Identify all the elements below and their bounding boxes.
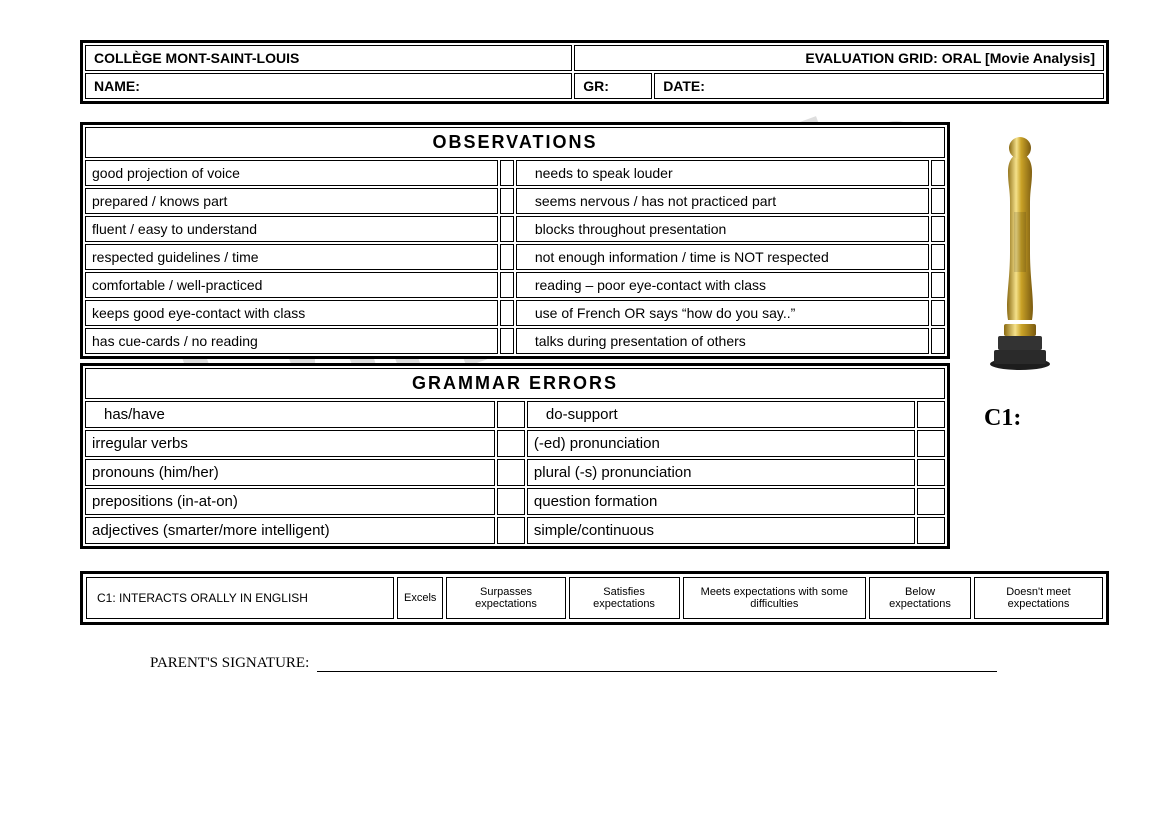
- observation-right: talks during presentation of others: [516, 328, 929, 354]
- observation-left-check[interactable]: [500, 328, 514, 354]
- signature-line[interactable]: PARENT'S SIGNATURE:: [150, 655, 1109, 672]
- side-panel: C1:: [980, 132, 1060, 432]
- observation-left-check[interactable]: [500, 244, 514, 270]
- rubric-level[interactable]: Surpasses expectations: [446, 577, 565, 619]
- grammar-row: adjectives (smarter/more intelligent) sim…: [85, 517, 945, 544]
- grammar-left: irregular verbs: [85, 430, 495, 457]
- observation-left-check[interactable]: [500, 300, 514, 326]
- observation-left: fluent / easy to understand: [85, 216, 498, 242]
- observation-right-check[interactable]: [931, 160, 945, 186]
- grammar-right-check[interactable]: [917, 459, 945, 486]
- observation-row: prepared / knows part seems nervous / has…: [85, 188, 945, 214]
- grammar-right-check[interactable]: [917, 401, 945, 428]
- observation-row: fluent / easy to understand blocks throug…: [85, 216, 945, 242]
- observation-left: respected guidelines / time: [85, 244, 498, 270]
- observation-left-check[interactable]: [500, 160, 514, 186]
- observations-table: OBSERVATIONS good projection of voice nee…: [80, 122, 950, 359]
- rubric-level[interactable]: Satisfies expectations: [569, 577, 680, 619]
- grid-title: EVALUATION GRID: ORAL [Movie Analysis]: [574, 45, 1104, 71]
- observation-right-check[interactable]: [931, 244, 945, 270]
- grammar-right-check[interactable]: [917, 488, 945, 515]
- observation-right: blocks throughout presentation: [516, 216, 929, 242]
- c1-label: C1:: [980, 405, 1060, 432]
- grammar-right-check[interactable]: [917, 517, 945, 544]
- observation-right: seems nervous / has not practiced part: [516, 188, 929, 214]
- grammar-row: has/have do-support: [85, 401, 945, 428]
- observation-left: keeps good eye-contact with class: [85, 300, 498, 326]
- oscar-statue-icon: [980, 132, 1060, 372]
- observation-right: reading – poor eye-contact with class: [516, 272, 929, 298]
- observation-row: has cue-cards / no reading talks during p…: [85, 328, 945, 354]
- observation-right-check[interactable]: [931, 188, 945, 214]
- rubric-label: C1: INTERACTS ORALLY IN ENGLISH: [86, 577, 394, 619]
- observation-left: has cue-cards / no reading: [85, 328, 498, 354]
- observation-right: use of French OR says “how do you say..”: [516, 300, 929, 326]
- grammar-row: irregular verbs (-ed) pronunciation: [85, 430, 945, 457]
- observation-left-check[interactable]: [500, 272, 514, 298]
- observation-left-check[interactable]: [500, 188, 514, 214]
- observation-left-check[interactable]: [500, 216, 514, 242]
- observation-left: comfortable / well-practiced: [85, 272, 498, 298]
- grammar-right: plural (-s) pronunciation: [527, 459, 915, 486]
- observation-right-check[interactable]: [931, 300, 945, 326]
- observation-right-check[interactable]: [931, 328, 945, 354]
- rubric-level[interactable]: Below expectations: [869, 577, 971, 619]
- observation-row: good projection of voice needs to speak l…: [85, 160, 945, 186]
- observation-right-check[interactable]: [931, 272, 945, 298]
- observation-left: good projection of voice: [85, 160, 498, 186]
- rubric-level[interactable]: Doesn't meet expectations: [974, 577, 1103, 619]
- name-field[interactable]: NAME:: [85, 73, 572, 99]
- grammar-left-check[interactable]: [497, 459, 525, 486]
- grammar-right: question formation: [527, 488, 915, 515]
- rubric-table: C1: INTERACTS ORALLY IN ENGLISH ExcelsSu…: [80, 571, 1109, 625]
- grammar-right-check[interactable]: [917, 430, 945, 457]
- grammar-heading: GRAMMAR ERRORS: [85, 368, 945, 399]
- observation-right-check[interactable]: [931, 216, 945, 242]
- rubric-level[interactable]: Meets expectations with some difficultie…: [683, 577, 867, 619]
- grammar-left-check[interactable]: [497, 488, 525, 515]
- grammar-right: simple/continuous: [527, 517, 915, 544]
- school-name: COLLÈGE MONT-SAINT-LOUIS: [85, 45, 572, 71]
- observations-heading: OBSERVATIONS: [85, 127, 945, 158]
- observation-right: not enough information / time is NOT res…: [516, 244, 929, 270]
- observation-left: prepared / knows part: [85, 188, 498, 214]
- grammar-table: GRAMMAR ERRORS has/havedo-supportirregul…: [80, 363, 950, 549]
- signature-label: PARENT'S SIGNATURE:: [150, 655, 309, 671]
- grammar-row: pronouns (him/her) plural (-s) pronunciat…: [85, 459, 945, 486]
- grammar-left-check[interactable]: [497, 430, 525, 457]
- grammar-left: pronouns (him/her): [85, 459, 495, 486]
- observation-row: keeps good eye-contact with class use of …: [85, 300, 945, 326]
- grammar-left-check[interactable]: [497, 401, 525, 428]
- rubric-level[interactable]: Excels: [397, 577, 443, 619]
- grammar-row: prepositions (in-at-on) question formatio…: [85, 488, 945, 515]
- gr-field[interactable]: GR:: [574, 73, 652, 99]
- grammar-left: adjectives (smarter/more intelligent): [85, 517, 495, 544]
- observation-row: comfortable / well-practiced reading – po…: [85, 272, 945, 298]
- grammar-right: do-support: [527, 401, 915, 428]
- date-field[interactable]: DATE:: [654, 73, 1104, 99]
- grammar-left: has/have: [85, 401, 495, 428]
- signature-blank[interactable]: [317, 671, 997, 672]
- grammar-left: prepositions (in-at-on): [85, 488, 495, 515]
- observation-right: needs to speak louder: [516, 160, 929, 186]
- grammar-right: (-ed) pronunciation: [527, 430, 915, 457]
- observation-row: respected guidelines / time not enough in…: [85, 244, 945, 270]
- header-table: COLLÈGE MONT-SAINT-LOUIS EVALUATION GRID…: [80, 40, 1109, 104]
- grammar-left-check[interactable]: [497, 517, 525, 544]
